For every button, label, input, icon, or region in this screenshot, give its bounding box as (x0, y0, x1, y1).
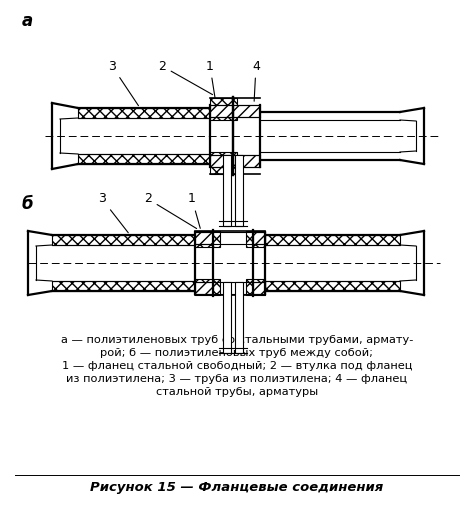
Text: стальной трубы, арматуры: стальной трубы, арматуры (156, 387, 318, 397)
Bar (233, 155, 260, 167)
Text: 4: 4 (252, 59, 260, 101)
Text: 2: 2 (158, 59, 212, 95)
Text: 1: 1 (188, 193, 200, 228)
Text: 3: 3 (98, 193, 128, 233)
Bar (265, 235, 400, 245)
Bar (235, 282, 243, 353)
Text: рой; б — полиэтиленовых труб между собой;: рой; б — полиэтиленовых труб между собой… (100, 348, 374, 358)
Bar (253, 282, 265, 294)
Bar (246, 279, 265, 295)
Bar (52, 281, 195, 291)
Bar (210, 152, 237, 174)
Bar (210, 105, 233, 117)
Text: 3: 3 (108, 59, 138, 106)
Bar (235, 155, 243, 226)
Bar (233, 105, 260, 117)
Bar (223, 155, 231, 226)
Bar (253, 232, 265, 244)
Bar (195, 282, 213, 294)
Text: 2: 2 (144, 193, 197, 228)
Bar (246, 231, 265, 247)
Text: Рисунок 15 — Фланцевые соединения: Рисунок 15 — Фланцевые соединения (91, 481, 383, 494)
Bar (78, 108, 210, 118)
Text: из полиэтилена; 3 — труба из полиэтилена; 4 — фланец: из полиэтилена; 3 — труба из полиэтилена… (66, 374, 408, 384)
Bar (78, 154, 210, 164)
Text: а: а (22, 12, 33, 30)
Bar (195, 232, 213, 244)
Bar (210, 155, 233, 167)
Text: 1 — фланец стальной свободный; 2 — втулка под фланец: 1 — фланец стальной свободный; 2 — втулк… (62, 361, 412, 371)
Text: 1: 1 (206, 59, 216, 101)
Bar (210, 98, 237, 120)
Bar (52, 235, 195, 245)
Bar (223, 282, 231, 353)
Text: а — полиэтиленовых труб со стальными трубами, армату-: а — полиэтиленовых труб со стальными тру… (61, 335, 413, 345)
Text: б: б (22, 195, 34, 213)
Bar (195, 231, 220, 247)
Bar (195, 279, 220, 295)
Bar (265, 281, 400, 291)
